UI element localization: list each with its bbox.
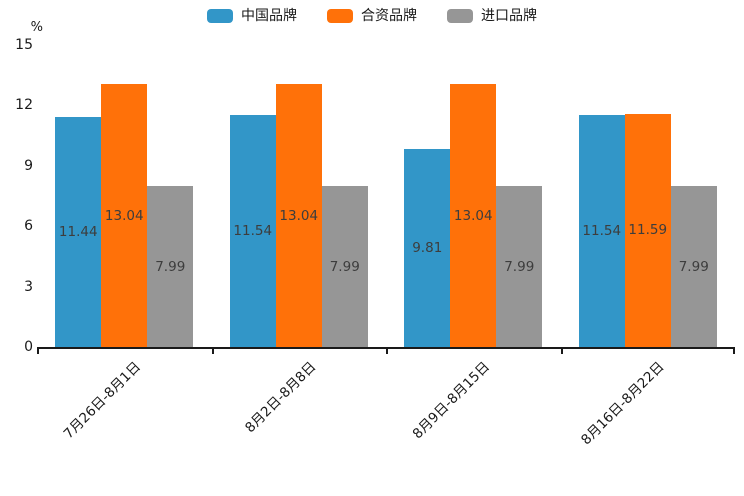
bar-value-label: 13.04 <box>104 207 144 224</box>
bar-合资品牌-3: 11.59 <box>624 113 671 347</box>
y-tick-label: 12 <box>15 97 33 114</box>
y-tick-label: 0 <box>24 339 33 355</box>
legend-item-1[interactable]: 合资品牌 <box>327 7 417 25</box>
legend-label: 进口品牌 <box>481 8 537 24</box>
legend-swatch-icon <box>447 9 473 23</box>
chart-legend: 中国品牌 合资品牌 进口品牌 <box>0 7 744 25</box>
y-tick-label: 15 <box>15 37 33 53</box>
bar-合资品牌-2: 13.04 <box>450 84 497 347</box>
bar-进口品牌-0: 7.99 <box>147 186 194 347</box>
bar-中国品牌-2: 9.81 <box>404 149 451 347</box>
bar-value-label: 11.59 <box>628 222 668 239</box>
x-axis-tick <box>211 347 214 354</box>
bar-value-label: 7.99 <box>504 258 535 275</box>
y-axis-unit-label: % <box>30 20 43 35</box>
bar-value-label: 11.54 <box>582 222 622 239</box>
legend-swatch-icon <box>207 9 233 23</box>
legend-item-2[interactable]: 进口品牌 <box>447 7 537 25</box>
legend-label: 合资品牌 <box>361 8 417 24</box>
bar-value-label: 11.54 <box>233 222 273 239</box>
bar-value-label: 13.04 <box>453 207 493 224</box>
x-axis-tick <box>37 347 39 354</box>
bar-value-label: 13.04 <box>279 207 319 224</box>
x-axis-tick <box>733 347 735 354</box>
bar-进口品牌-3: 7.99 <box>670 186 717 347</box>
x-axis-tick <box>386 347 388 354</box>
bar-中国品牌-0: 11.44 <box>55 116 102 347</box>
y-tick-label: 3 <box>24 278 33 295</box>
x-tick-label: 8月16日-8月22日 <box>578 358 668 449</box>
y-tick-label: 9 <box>24 157 33 174</box>
x-tick-label: 8月9日-8月15日 <box>410 358 494 443</box>
bar-中国品牌-3: 11.54 <box>578 114 625 347</box>
bar-value-label: 11.44 <box>58 223 98 240</box>
y-tick-label: 6 <box>24 218 33 235</box>
bar-合资品牌-1: 13.04 <box>275 84 322 347</box>
bar-合资品牌-0: 13.04 <box>101 84 148 347</box>
bar-进口品牌-2: 7.99 <box>496 186 543 347</box>
bar-中国品牌-1: 11.54 <box>229 114 276 347</box>
x-tick-label: 7月26日-8月1日 <box>61 358 145 443</box>
bar-value-label: 9.81 <box>412 240 443 257</box>
legend-label: 中国品牌 <box>241 8 297 24</box>
x-tick-label: 8月2日-8月8日 <box>241 358 319 437</box>
legend-item-0[interactable]: 中国品牌 <box>207 7 297 25</box>
bar-value-label: 7.99 <box>678 258 709 275</box>
legend-swatch-icon <box>327 9 353 23</box>
bar-value-label: 7.99 <box>329 258 360 275</box>
bar-进口品牌-1: 7.99 <box>321 186 368 347</box>
bar-value-label: 7.99 <box>155 258 186 275</box>
x-axis-tick <box>560 347 563 354</box>
